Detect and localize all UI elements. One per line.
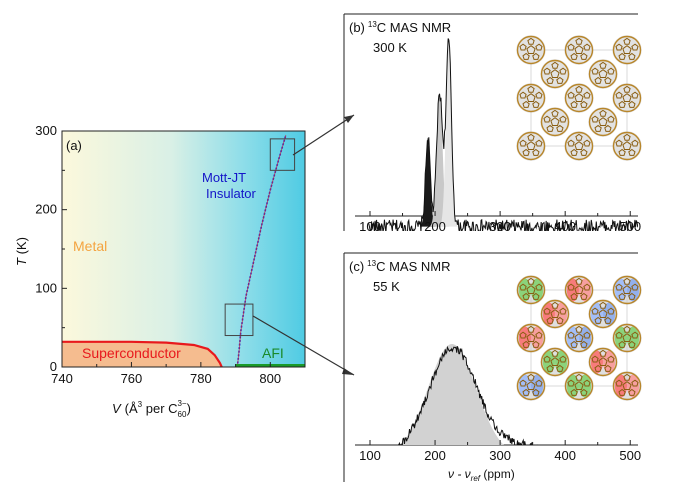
y-tick-label-0: 0 [50,359,57,374]
fullerene-molecule [540,299,570,329]
phase-diagram-x-ticks: 740 760 780 800 [51,362,281,386]
afi-label: AFI [262,345,284,361]
fullerene-lattice-55k [516,275,642,401]
nmr-x-tick-label-100: 100 [359,219,381,234]
nmr-300k-title: (b) 13C MAS NMR [349,20,451,35]
superconductor-label: Superconductor [82,345,181,361]
x-tick-label-780: 780 [190,371,212,386]
x-tick-label-800: 800 [259,371,281,386]
phase-diagram-background [62,131,305,367]
superconductor-region [62,341,222,367]
nmr-55k-panel: 100 200 300 400 500 (c) 13C MAS NMR 55 K ν - … [343,252,642,482]
nmr-x-tick-label-400: 400 [554,219,576,234]
superconductor-boundary-line [62,340,223,367]
x-tick-label-760: 760 [121,371,143,386]
nmr-x-tick-label-500: 500 [619,448,641,463]
phase-diagram-y-axis-title: T (K) [14,237,29,266]
nmr-x-tick-label-300: 300 [489,448,511,463]
phase-diagram-x-axis-title: V (Å3 per C603−) [112,399,191,419]
fullerene-molecule [564,83,594,113]
y-tick-label-300: 300 [35,123,57,138]
fullerene-molecule [588,107,618,137]
nmr-55k-peak-fills [400,344,504,445]
fullerene-molecule [612,131,642,161]
fullerene-molecule [564,35,594,65]
fullerene-molecule [516,323,546,353]
panel-a-label: (a) [66,138,82,153]
fullerene-molecule [540,347,570,377]
nmr-x-tick-label-200: 200 [424,219,446,234]
nmr-x-tick-label-300: 300 [489,219,511,234]
fullerene-molecule [588,59,618,89]
fullerene-molecule [612,371,642,401]
fullerene-molecule [564,323,594,353]
fullerene-molecule [540,107,570,137]
nmr-300k-x-ticks: 100 200 300 400 500 [359,211,641,234]
fullerene-molecule [612,35,642,65]
y-tick-label-100: 100 [35,280,57,295]
fullerene-molecule [588,347,618,377]
nmr-x-tick-label-500: 500 [619,219,641,234]
fullerene-molecule [564,371,594,401]
fullerene-molecule [516,131,546,161]
connector-arrowhead-bottom [342,368,354,375]
fullerene-molecule [564,131,594,161]
fullerene-molecule [564,275,594,305]
nmr-55k-temperature: 55 K [373,279,400,294]
metal-label: Metal [73,238,107,254]
connector-line-bottom [252,315,355,376]
fullerene-molecule [588,299,618,329]
nmr-300k-spectrum-trace [368,38,638,231]
nmr-300k-temperature: 300 K [373,40,407,55]
zoom-box-55k [224,303,254,337]
phase-diagram-y-ticks: 0 100 200 300 [35,123,67,374]
nmr-x-tick-label-200: 200 [424,448,446,463]
connector-arrowhead-top [344,115,354,123]
fullerene-molecule [516,35,546,65]
fullerene-molecule [612,83,642,113]
fullerene-molecule [516,371,546,401]
phase-diagram-panel: 740 760 780 800 0 100 200 300 (a) Metal Superc… [14,123,306,419]
mott-jt-label: Mott-JT [202,170,246,185]
fullerene-lattice-300k [516,35,642,161]
nmr-55k-title: (c) 13C MAS NMR [349,259,450,274]
y-tick-label-200: 200 [35,202,57,217]
nmr-x-tick-label-400: 400 [554,448,576,463]
nmr-300k-panel: 100 200 300 400 500 (b) 13C MAS NMR 300 K [343,13,642,234]
nmr-55k-spectrum-trace [396,345,539,445]
x-tick-label-740: 740 [51,371,73,386]
fullerene-molecule [516,83,546,113]
fullerene-molecule [612,323,642,353]
fullerene-molecule [516,275,546,305]
peak-fill-189 [420,137,436,227]
fullerene-molecule [540,59,570,89]
nmr-55k-x-ticks: 100 200 300 400 500 [359,440,641,463]
mott-boundary-inner-line [236,134,287,367]
nmr-55k-x-axis-title: ν - νref (ppm) [448,467,515,482]
nmr-x-tick-label-100: 100 [359,448,381,463]
fullerene-molecule [612,275,642,305]
insulator-label: Insulator [206,186,257,201]
peak-fill-226 [400,344,504,445]
